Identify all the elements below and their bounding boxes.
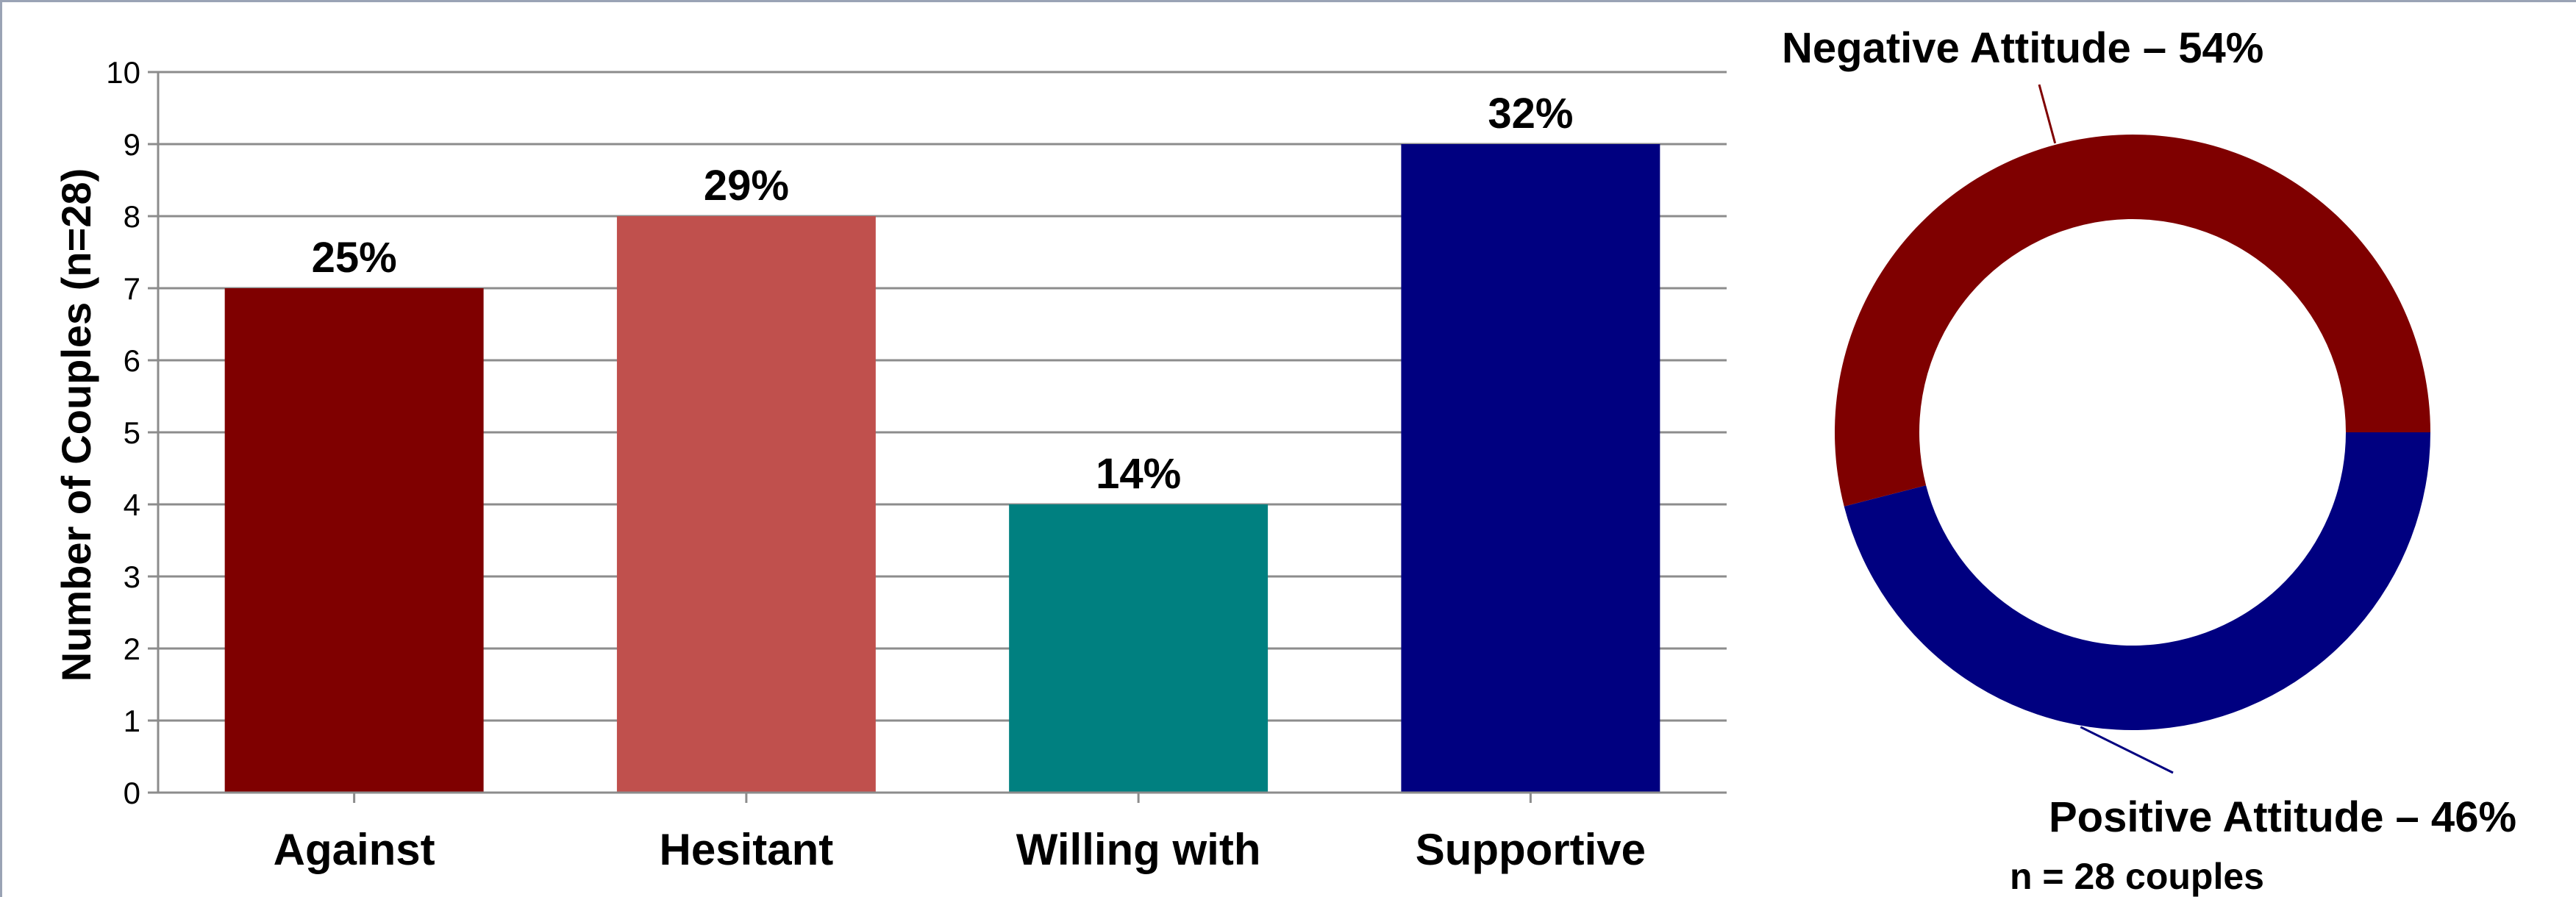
donut-slices	[1835, 134, 2430, 730]
bars: 25% 29% 14% 32%	[224, 90, 1660, 793]
x-category-label: Willing with	[1016, 825, 1261, 874]
donut-chart: Negative Attitude – 54% Positive Attitud…	[1782, 24, 2516, 897]
slice-label-negative: Negative Attitude – 54%	[1782, 24, 2263, 72]
y-tick-label: 5	[124, 415, 140, 450]
slice-label-positive: Positive Attitude – 46%	[2049, 793, 2516, 841]
leader-line-positive	[2080, 726, 2174, 774]
bar-data-label: 29%	[704, 162, 789, 210]
y-tick-label: 0	[124, 776, 140, 810]
x-category-label: Hesitant	[660, 825, 834, 874]
leader-lines	[2038, 84, 2174, 774]
y-tick-label: 4	[124, 487, 140, 522]
y-tick-label: 1	[124, 704, 140, 738]
y-axis-ticks: 0 1 2 3 4 5 6 7 8 9 10	[106, 55, 158, 810]
x-category-label: Against	[274, 825, 435, 874]
x-axis-labels: Against Hesitant Willing with Supportive	[274, 825, 1646, 874]
bar-willing-with	[1009, 504, 1269, 793]
bar-chart: 0 1 2 3 4 5 6 7 8 9 10 25% 29% 14% 32% Against Hesitan…	[53, 55, 1727, 874]
y-tick-label: 9	[124, 127, 140, 162]
donut-slice-positive	[1844, 432, 2430, 730]
y-tick-label: 8	[124, 199, 140, 234]
y-tick-label: 7	[124, 271, 140, 306]
axes	[157, 72, 1727, 803]
bar-data-label: 32%	[1488, 90, 1573, 137]
y-tick-label: 6	[124, 343, 140, 378]
y-axis-label: Number of Couples (n=28)	[53, 168, 99, 682]
leader-line-negative	[2038, 84, 2057, 144]
bar-against	[224, 288, 484, 793]
y-tick-label: 2	[124, 632, 140, 666]
bar-supportive	[1401, 144, 1660, 793]
y-tick-label: 3	[124, 560, 140, 594]
bar-hesitant	[616, 216, 876, 793]
bar-data-label: 14%	[1096, 450, 1181, 498]
donut-slice-negative	[1835, 134, 2430, 507]
x-category-label: Supportive	[1416, 825, 1646, 874]
y-tick-label: 10	[106, 55, 140, 90]
sample-size-note: n = 28 couples	[2010, 856, 2264, 897]
bar-data-label: 25%	[312, 234, 397, 282]
